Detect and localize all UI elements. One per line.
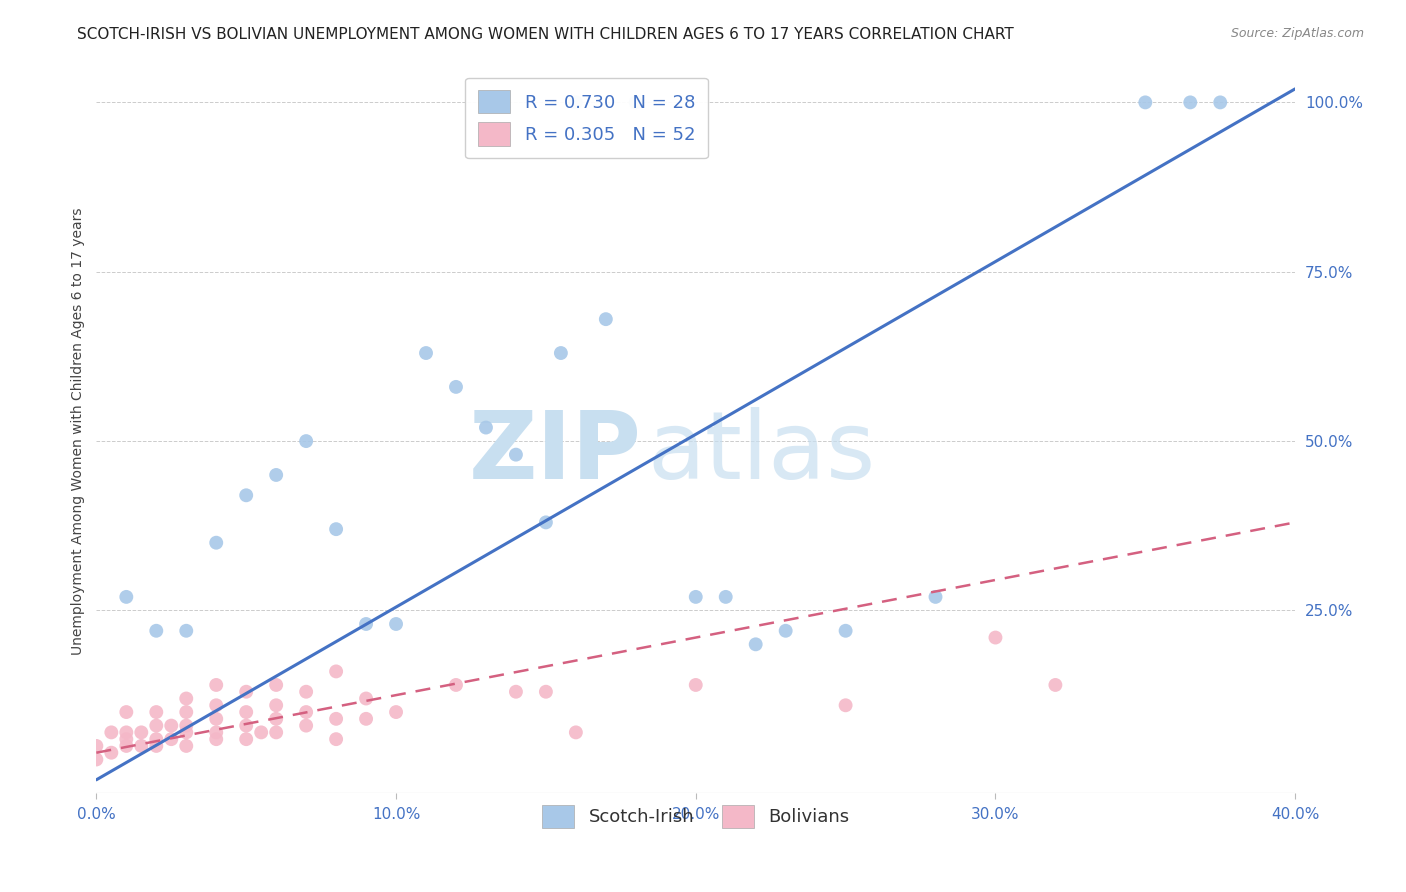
Point <box>534 684 557 698</box>
Point <box>295 434 318 449</box>
Point <box>100 725 122 739</box>
Point <box>264 725 287 739</box>
Point <box>295 718 318 732</box>
Point <box>984 631 1007 645</box>
Point <box>235 705 257 719</box>
Point <box>250 725 273 739</box>
Point <box>834 698 856 713</box>
Point <box>145 732 167 747</box>
Point <box>385 617 408 632</box>
Point <box>1045 678 1067 692</box>
Point <box>86 739 108 753</box>
Point <box>1135 95 1157 110</box>
Point <box>145 739 167 753</box>
Legend: Scotch-Irish, Bolivians: Scotch-Irish, Bolivians <box>534 797 856 835</box>
Point <box>924 590 946 604</box>
Point <box>205 732 228 747</box>
Point <box>235 488 257 502</box>
Text: Source: ZipAtlas.com: Source: ZipAtlas.com <box>1230 27 1364 40</box>
Point <box>145 624 167 638</box>
Point <box>264 698 287 713</box>
Point <box>354 617 377 632</box>
Point <box>534 516 557 530</box>
Point <box>325 665 347 679</box>
Point <box>86 752 108 766</box>
Point <box>174 705 197 719</box>
Point <box>744 637 766 651</box>
Point <box>235 732 257 747</box>
Point <box>475 420 498 434</box>
Point <box>174 725 197 739</box>
Point <box>415 346 437 360</box>
Point <box>444 380 467 394</box>
Point <box>205 678 228 692</box>
Point <box>205 725 228 739</box>
Point <box>595 312 617 326</box>
Point <box>174 691 197 706</box>
Point <box>624 95 647 110</box>
Point <box>235 718 257 732</box>
Point <box>115 732 138 747</box>
Point <box>160 718 183 732</box>
Point <box>444 678 467 692</box>
Point <box>775 624 797 638</box>
Point <box>834 624 856 638</box>
Point <box>115 739 138 753</box>
Point <box>1209 95 1232 110</box>
Point <box>325 732 347 747</box>
Point <box>1180 95 1202 110</box>
Point <box>714 590 737 604</box>
Point <box>354 712 377 726</box>
Point <box>174 739 197 753</box>
Point <box>264 712 287 726</box>
Point <box>505 448 527 462</box>
Point <box>205 535 228 549</box>
Point <box>115 590 138 604</box>
Point <box>145 718 167 732</box>
Text: atlas: atlas <box>648 407 876 499</box>
Point <box>131 739 153 753</box>
Text: ZIP: ZIP <box>470 407 641 499</box>
Point <box>325 712 347 726</box>
Point <box>354 691 377 706</box>
Point <box>295 705 318 719</box>
Point <box>685 678 707 692</box>
Point <box>100 746 122 760</box>
Point <box>385 705 408 719</box>
Y-axis label: Unemployment Among Women with Children Ages 6 to 17 years: Unemployment Among Women with Children A… <box>72 207 86 655</box>
Point <box>264 678 287 692</box>
Point <box>264 467 287 482</box>
Point <box>115 705 138 719</box>
Point <box>174 624 197 638</box>
Point <box>131 725 153 739</box>
Point <box>115 725 138 739</box>
Text: SCOTCH-IRISH VS BOLIVIAN UNEMPLOYMENT AMONG WOMEN WITH CHILDREN AGES 6 TO 17 YEA: SCOTCH-IRISH VS BOLIVIAN UNEMPLOYMENT AM… <box>77 27 1014 42</box>
Point <box>235 684 257 698</box>
Point <box>565 725 588 739</box>
Point <box>565 95 588 110</box>
Point <box>145 705 167 719</box>
Point <box>160 732 183 747</box>
Point <box>205 712 228 726</box>
Point <box>325 522 347 536</box>
Point <box>205 698 228 713</box>
Point <box>174 718 197 732</box>
Point <box>295 684 318 698</box>
Point <box>550 346 572 360</box>
Point <box>505 684 527 698</box>
Point <box>685 590 707 604</box>
